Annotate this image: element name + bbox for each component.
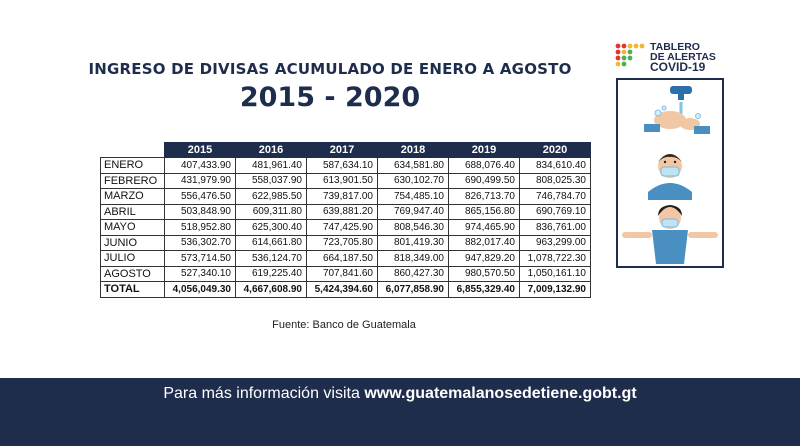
value-cell: 573,714.50 (164, 250, 236, 267)
value-cell: 947,829.20 (448, 250, 520, 267)
table-row: MAYO 518,952.80 625,300.40 747,425.90 80… (100, 219, 591, 236)
value-cell: 769,947.40 (377, 203, 449, 220)
month-cell: ABRIL (100, 203, 165, 220)
table-row: MARZO 556,476.50 622,985.50 739,817.00 7… (100, 188, 591, 205)
table-row: ENERO 407,433.90 481,961.40 587,634.10 6… (100, 157, 591, 174)
value-cell: 664,187.50 (306, 250, 378, 267)
value-cell: 558,037.90 (235, 172, 307, 189)
value-cell: 808,546.30 (377, 219, 449, 236)
table-row: AGOSTO 527,340.10 619,225.40 707,841.60 … (100, 265, 591, 282)
value-cell: 974,465.90 (448, 219, 520, 236)
currency-income-table: 2015 2016 2017 2018 2019 2020 ENERO 407,… (100, 142, 591, 298)
value-cell: 818,349.00 (377, 250, 449, 267)
footer-text: Para más información visita www.guatemal… (0, 385, 800, 403)
value-cell: 801,419.30 (377, 234, 449, 251)
total-cell: 5,424,394.60 (306, 281, 378, 298)
table-row: ABRIL 503,848.90 609,311.80 639,881.20 7… (100, 203, 591, 220)
logo-line-2: DE ALERTAS (650, 51, 716, 63)
month-cell: JULIO (100, 250, 165, 267)
month-cell: JUNIO (100, 234, 165, 251)
column-header: 2017 (306, 142, 378, 158)
table-header-row: 2015 2016 2017 2018 2019 2020 (101, 142, 591, 158)
value-cell: 860,427.30 (377, 265, 449, 282)
column-header: 2020 (519, 142, 591, 158)
footer-url-link[interactable]: www.guatemalanosedetiene.gobt.gt (364, 385, 637, 402)
prevention-illustration (622, 86, 718, 264)
value-cell: 834,610.40 (519, 157, 591, 174)
value-cell: 754,485.10 (377, 188, 449, 205)
logo-line-3: COVID-19 (650, 60, 706, 74)
month-cell: MARZO (100, 188, 165, 205)
value-cell: 634,581.80 (377, 157, 449, 174)
month-cell: ENERO (100, 157, 165, 174)
source-note: Fuente: Banco de Guatemala (272, 319, 416, 331)
value-cell: 503,848.90 (164, 203, 236, 220)
prevention-illustration-panel (616, 78, 724, 268)
value-cell: 865,156.80 (448, 203, 520, 220)
page-title: INGRESO DE DIVISAS ACUMULADO DE ENERO A … (88, 60, 572, 78)
value-cell: 707,841.60 (306, 265, 378, 282)
value-cell: 882,017.40 (448, 234, 520, 251)
month-cell: AGOSTO (100, 265, 165, 282)
total-cell: 6,855,329.40 (448, 281, 520, 298)
footer-prefix: Para más información visita (163, 385, 365, 402)
value-cell: 690,499.50 (448, 172, 520, 189)
page-subtitle: 2015 - 2020 (239, 82, 421, 113)
footer-bar (0, 378, 800, 446)
table-corner (101, 143, 165, 158)
total-cell: 4,667,608.90 (235, 281, 307, 298)
value-cell: 431,979.90 (164, 172, 236, 189)
value-cell: 723,705.80 (306, 234, 378, 251)
value-cell: 556,476.50 (164, 188, 236, 205)
value-cell: 980,570.50 (448, 265, 520, 282)
value-cell: 688,076.40 (448, 157, 520, 174)
value-cell: 481,961.40 (235, 157, 307, 174)
month-cell: FEBRERO (100, 172, 165, 189)
value-cell: 826,713.70 (448, 188, 520, 205)
value-cell: 739,817.00 (306, 188, 378, 205)
total-cell: 4,056,049.30 (164, 281, 236, 298)
column-header: 2015 (164, 142, 236, 158)
value-cell: 619,225.40 (235, 265, 307, 282)
value-cell: 625,300.40 (235, 219, 307, 236)
month-cell: MAYO (100, 219, 165, 236)
value-cell: 963,299.00 (519, 234, 591, 251)
logo-line-1: TABLERO (650, 41, 700, 53)
table-row: JUNIO 536,302.70 614,661.80 723,705.80 8… (100, 234, 591, 251)
column-header: 2016 (235, 142, 307, 158)
value-cell: 536,302.70 (164, 234, 236, 251)
value-cell: 518,952.80 (164, 219, 236, 236)
table-row: FEBRERO 431,979.90 558,037.90 613,901.50… (100, 172, 591, 189)
masked-person-icon (648, 154, 692, 200)
value-cell: 609,311.80 (235, 203, 307, 220)
total-label: TOTAL (100, 281, 165, 298)
value-cell: 836,761.00 (519, 219, 591, 236)
total-cell: 6,077,858.90 (377, 281, 449, 298)
value-cell: 808,025.30 (519, 172, 591, 189)
logo-wordmark: TABLERO DE ALERTAS COVID-19 (650, 41, 716, 74)
value-cell: 622,985.50 (235, 188, 307, 205)
value-cell: 746,784.70 (519, 188, 591, 205)
column-header: 2018 (377, 142, 449, 158)
column-header: 2019 (448, 142, 520, 158)
covid-dashboard-logo-icon (615, 43, 645, 67)
social-distancing-person-icon (622, 205, 718, 264)
handwashing-icon (644, 86, 710, 134)
value-cell: 536,124.70 (235, 250, 307, 267)
value-cell: 527,340.10 (164, 265, 236, 282)
value-cell: 630,102.70 (377, 172, 449, 189)
total-row: TOTAL 4,056,049.30 4,667,608.90 5,424,39… (100, 281, 591, 298)
value-cell: 1,050,161.10 (519, 265, 591, 282)
value-cell: 1,078,722.30 (519, 250, 591, 267)
value-cell: 639,881.20 (306, 203, 378, 220)
total-cell: 7,009,132.90 (519, 281, 591, 298)
value-cell: 587,634.10 (306, 157, 378, 174)
value-cell: 690,769.10 (519, 203, 591, 220)
value-cell: 407,433.90 (164, 157, 236, 174)
value-cell: 614,661.80 (235, 234, 307, 251)
table-row: JULIO 573,714.50 536,124.70 664,187.50 8… (100, 250, 591, 267)
value-cell: 613,901.50 (306, 172, 378, 189)
value-cell: 747,425.90 (306, 219, 378, 236)
